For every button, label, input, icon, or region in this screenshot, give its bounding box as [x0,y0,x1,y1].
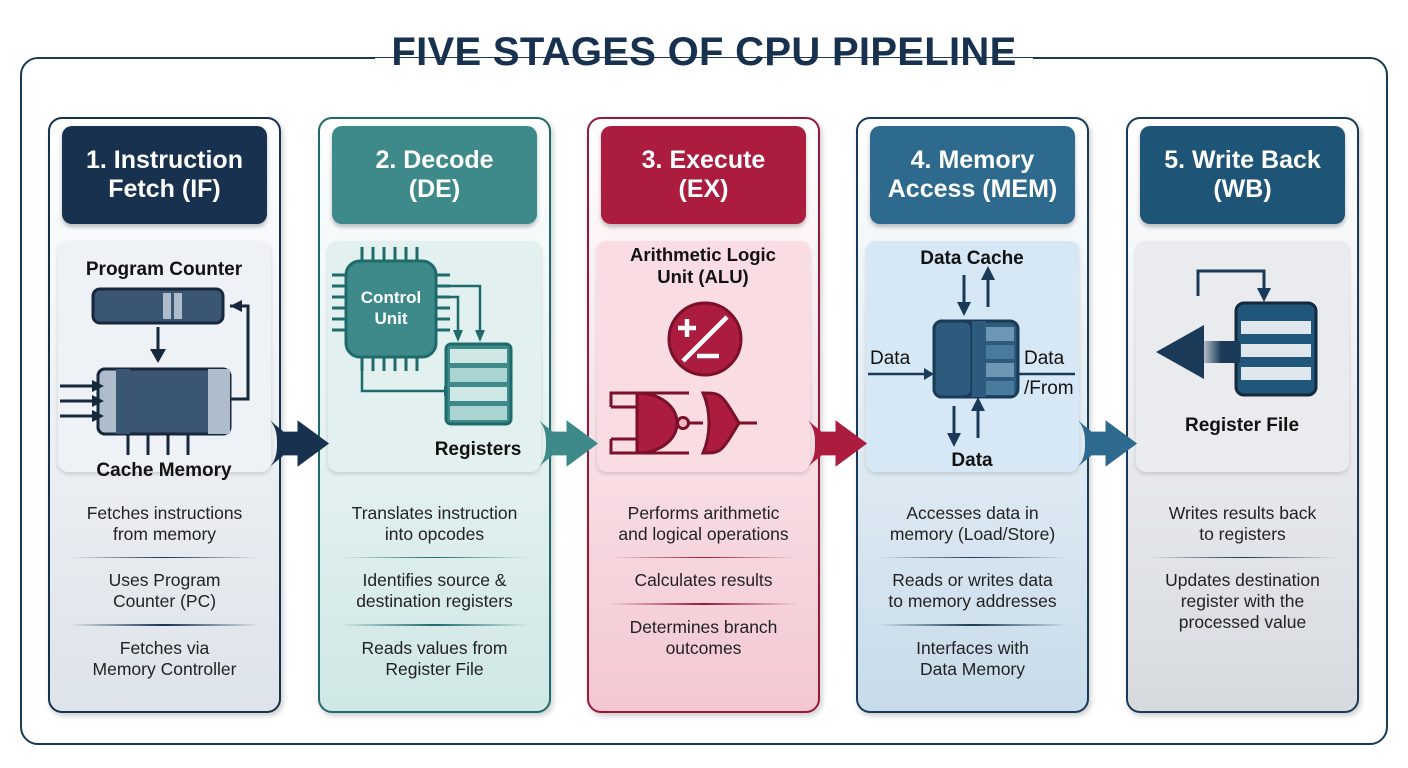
svg-text:Unit (ALU): Unit (ALU) [657,266,748,287]
svg-text:Data: Data [951,450,993,471]
svg-text:Data: Data [1024,348,1065,369]
svg-text:Program Counter: Program Counter [86,259,243,280]
svg-text:Data: Data [870,348,911,369]
svg-text:Unit: Unit [374,309,407,328]
svg-text:Data Cache: Data Cache [920,248,1024,269]
svg-text:/From: /From [1024,378,1074,399]
svg-text:Register File: Register File [1185,415,1299,436]
svg-text:Registers: Registers [435,439,522,460]
svg-text:Control: Control [361,288,421,307]
svg-text:Arithmetic Logic: Arithmetic Logic [630,244,776,265]
svg-text:Cache Memory: Cache Memory [96,460,232,481]
